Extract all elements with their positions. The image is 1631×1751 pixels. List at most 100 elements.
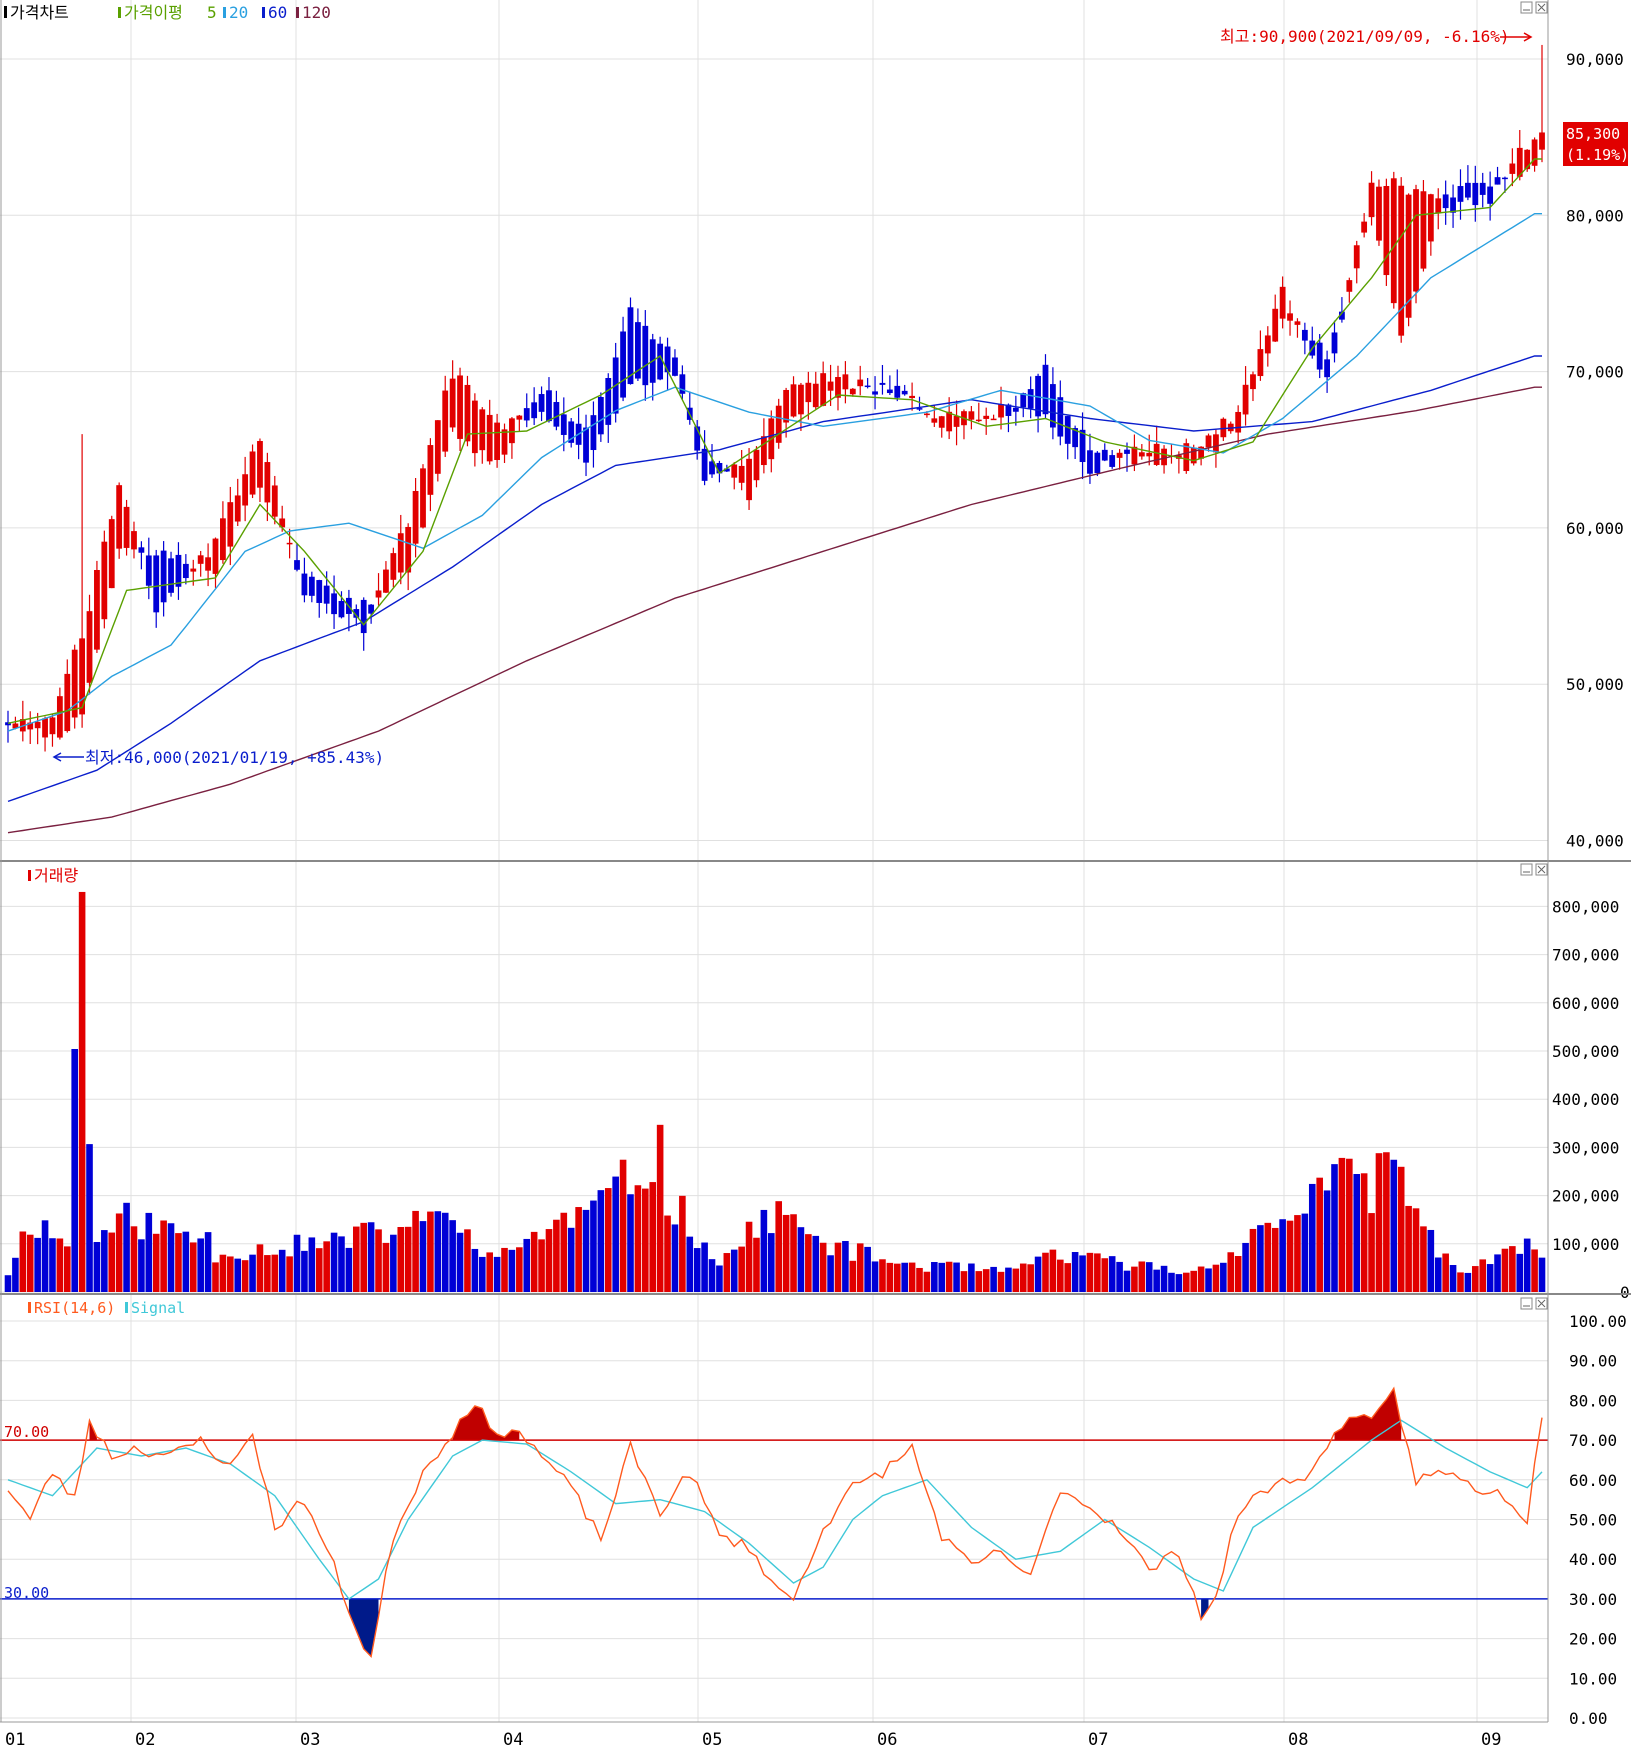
volume-bar[interactable] xyxy=(138,1239,145,1292)
volume-bar[interactable] xyxy=(997,1271,1005,1292)
candle-body[interactable] xyxy=(1005,404,1012,416)
candle-body[interactable] xyxy=(56,696,63,738)
volume-bar[interactable] xyxy=(234,1258,242,1292)
signal-line[interactable] xyxy=(7,1419,1543,1600)
candle-body[interactable] xyxy=(94,569,100,650)
candle-body[interactable] xyxy=(924,413,930,416)
candle-body[interactable] xyxy=(242,474,249,506)
volume-bar[interactable] xyxy=(1249,1228,1257,1292)
volume-bar[interactable] xyxy=(871,1261,879,1292)
candle-body[interactable] xyxy=(323,585,330,604)
candle-body[interactable] xyxy=(1494,177,1501,185)
candle-body[interactable] xyxy=(1361,221,1368,233)
candle-body[interactable] xyxy=(1124,449,1130,454)
candle-body[interactable] xyxy=(1539,132,1545,150)
candle-body[interactable] xyxy=(19,719,26,732)
candle-body[interactable] xyxy=(1405,194,1412,318)
volume-bar[interactable] xyxy=(1012,1268,1020,1292)
minimize-icon[interactable] xyxy=(1520,1297,1533,1310)
volume-bar[interactable] xyxy=(501,1247,508,1292)
volume-bar[interactable] xyxy=(4,1275,12,1292)
candle-body[interactable] xyxy=(486,414,493,462)
candle-body[interactable] xyxy=(153,555,160,613)
volume-bar[interactable] xyxy=(189,1242,197,1292)
candle-body[interactable] xyxy=(1413,189,1419,292)
volume-bar[interactable] xyxy=(849,1260,857,1292)
volume-bar[interactable] xyxy=(1190,1270,1198,1292)
volume-bar[interactable] xyxy=(1375,1153,1383,1292)
candle-body[interactable] xyxy=(79,638,86,715)
volume-bar[interactable] xyxy=(115,1213,123,1292)
candle-body[interactable] xyxy=(1272,308,1279,342)
volume-bar[interactable] xyxy=(642,1188,649,1292)
candle-body[interactable] xyxy=(590,415,597,451)
volume-bar[interactable] xyxy=(1042,1252,1049,1292)
volume-bar[interactable] xyxy=(1294,1215,1301,1292)
candle-body[interactable] xyxy=(360,599,367,634)
volume-bar[interactable] xyxy=(330,1232,338,1292)
candle-body[interactable] xyxy=(798,384,804,415)
candle-body[interactable] xyxy=(842,374,849,390)
volume-bar[interactable] xyxy=(1308,1183,1316,1292)
candle-body[interactable] xyxy=(1257,349,1264,377)
volume-bar[interactable] xyxy=(1205,1268,1212,1292)
candle-body[interactable] xyxy=(753,449,760,481)
candle-body[interactable] xyxy=(849,388,856,395)
volume-bar[interactable] xyxy=(982,1269,990,1292)
volume-bar[interactable] xyxy=(1323,1190,1331,1292)
volume-bar[interactable] xyxy=(627,1194,634,1292)
price-panel[interactable] xyxy=(5,44,1545,834)
volume-bar[interactable] xyxy=(1116,1261,1123,1292)
volume-bar[interactable] xyxy=(301,1250,308,1292)
volume-bar[interactable] xyxy=(953,1262,960,1292)
candle-body[interactable] xyxy=(1502,177,1508,180)
candle-body[interactable] xyxy=(397,533,404,573)
candle-body[interactable] xyxy=(249,451,256,495)
volume-bar[interactable] xyxy=(1383,1152,1390,1292)
candle-body[interactable] xyxy=(449,378,456,428)
candle-body[interactable] xyxy=(901,390,908,395)
volume-bar[interactable] xyxy=(1338,1157,1346,1292)
candle-body[interactable] xyxy=(86,611,93,683)
candle-body[interactable] xyxy=(368,604,375,614)
volume-bar[interactable] xyxy=(1279,1219,1286,1292)
candle-body[interactable] xyxy=(968,411,975,420)
volume-bar[interactable] xyxy=(649,1182,657,1292)
candle-body[interactable] xyxy=(479,409,486,451)
rsi-window-controls[interactable] xyxy=(1520,1297,1548,1310)
volume-bar[interactable] xyxy=(1427,1229,1435,1292)
volume-bar[interactable] xyxy=(308,1237,316,1292)
candle-body[interactable] xyxy=(990,418,997,421)
price-window-controls[interactable] xyxy=(1520,1,1548,14)
candle-body[interactable] xyxy=(1235,411,1242,433)
candle-body[interactable] xyxy=(835,377,841,398)
volume-bar[interactable] xyxy=(390,1234,397,1292)
volume-bar[interactable] xyxy=(412,1210,419,1292)
volume-bar[interactable] xyxy=(1145,1262,1153,1292)
candle-body[interactable] xyxy=(420,468,426,528)
volume-bar[interactable] xyxy=(1264,1222,1272,1292)
candle-body[interactable] xyxy=(123,506,130,548)
candle-body[interactable] xyxy=(1450,197,1456,213)
candle-body[interactable] xyxy=(694,426,701,451)
volume-bar[interactable] xyxy=(478,1256,486,1292)
candle-body[interactable] xyxy=(471,400,478,454)
candle-body[interactable] xyxy=(197,555,204,564)
candle-body[interactable] xyxy=(523,408,530,421)
volume-bar[interactable] xyxy=(908,1262,916,1292)
volume-bar[interactable] xyxy=(1509,1246,1516,1292)
candle-body[interactable] xyxy=(1116,452,1123,458)
volume-bar[interactable] xyxy=(1086,1252,1094,1292)
candle-body[interactable] xyxy=(1049,384,1056,428)
candle-body[interactable] xyxy=(1294,321,1301,325)
volume-bar[interactable] xyxy=(1108,1256,1116,1292)
volume-bar[interactable] xyxy=(1005,1267,1012,1292)
volume-bar[interactable] xyxy=(604,1188,612,1292)
candle-body[interactable] xyxy=(931,418,938,423)
volume-bar[interactable] xyxy=(893,1263,901,1292)
volume-bar[interactable] xyxy=(1472,1266,1479,1292)
volume-bar[interactable] xyxy=(1220,1262,1227,1292)
candle-body[interactable] xyxy=(168,558,174,593)
volume-bar[interactable] xyxy=(834,1242,842,1292)
volume-bar[interactable] xyxy=(575,1207,582,1292)
